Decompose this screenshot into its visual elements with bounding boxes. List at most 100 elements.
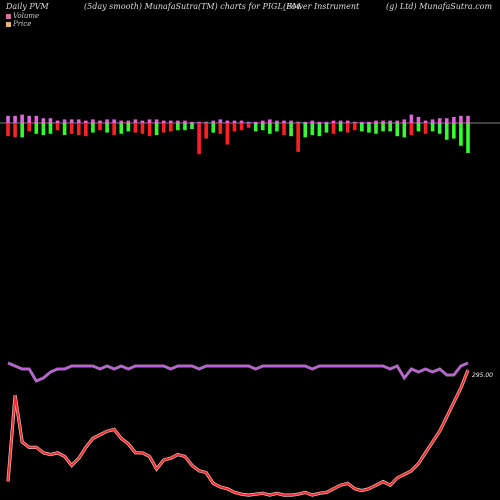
- volume-bar: [437, 123, 442, 134]
- volume-bar: [84, 123, 88, 137]
- volume-bar: [423, 123, 428, 134]
- volume-bar: [218, 123, 223, 134]
- volume-bar: [260, 123, 265, 131]
- volume-bar: [253, 123, 258, 132]
- legend-volume-swatch: [6, 13, 11, 19]
- volume-bar-upper: [197, 121, 201, 123]
- volume-bar-upper: [154, 119, 159, 123]
- volume-bar-upper: [367, 121, 371, 123]
- volume-bar-upper: [147, 119, 152, 123]
- volume-bar-upper: [459, 115, 463, 123]
- volume-bar-upper: [303, 121, 308, 123]
- volume-bar-upper: [317, 121, 322, 123]
- volume-bar: [154, 123, 159, 135]
- volume-bar: [190, 123, 194, 129]
- volume-bar: [444, 123, 449, 140]
- volume-bar-upper: [437, 118, 442, 123]
- volume-bar-upper: [331, 120, 336, 123]
- volume-bar: [374, 123, 378, 134]
- volume-bar-upper: [55, 120, 60, 123]
- volume-bar: [204, 123, 208, 139]
- volume-bar-upper: [183, 120, 187, 123]
- volume-bar: [416, 123, 421, 132]
- volume-bar: [331, 123, 336, 134]
- volume-bar-upper: [430, 119, 435, 123]
- volume-bar-upper: [253, 121, 258, 123]
- volume-bar: [91, 123, 95, 133]
- volume-bar-upper: [374, 120, 378, 123]
- volume-bar: [296, 123, 300, 152]
- volume-bar-upper: [41, 118, 46, 123]
- volume-bar: [338, 123, 343, 132]
- volume-bar-upper: [62, 119, 67, 123]
- volume-bar-upper: [310, 120, 315, 123]
- volume-bar: [381, 123, 385, 132]
- volume-bar: [176, 123, 180, 131]
- volume-bar: [27, 123, 32, 132]
- volume-bar-upper: [444, 118, 449, 123]
- volume-bar-upper: [232, 120, 237, 123]
- legend-price-swatch: [6, 21, 11, 27]
- volume-bar: [112, 123, 116, 135]
- volume-bar: [105, 123, 109, 133]
- volume-bar: [98, 123, 102, 131]
- volume-bar-upper: [452, 117, 456, 123]
- volume-bar-upper: [27, 115, 32, 123]
- volume-bar-upper: [13, 115, 17, 123]
- volume-bar-upper: [211, 120, 216, 123]
- volume-bar-upper: [119, 120, 124, 123]
- volume-bar-upper: [282, 120, 286, 123]
- volume-bar: [62, 123, 67, 135]
- volume-bar-upper: [352, 121, 357, 123]
- volume-bar: [133, 123, 138, 133]
- volume-bar-upper: [225, 120, 230, 123]
- volume-bar-upper: [388, 120, 392, 123]
- volume-bar-upper: [296, 121, 300, 123]
- volume-bar: [367, 123, 371, 133]
- legend-volume: Volume: [6, 12, 39, 20]
- legend-price: Price: [6, 20, 31, 28]
- volume-bar-upper: [140, 120, 145, 123]
- volume-bar-upper: [381, 120, 385, 123]
- volume-bar: [55, 123, 60, 131]
- volume-bar-upper: [409, 114, 414, 123]
- price-line: [7, 369, 469, 497]
- volume-bar-upper: [416, 117, 421, 123]
- volume-bar: [126, 123, 131, 132]
- legend-price-label: Price: [13, 20, 32, 28]
- volume-bar-upper: [466, 115, 470, 123]
- chart-title-right1: (Power Instrument: [283, 2, 360, 11]
- volume-bar: [168, 123, 173, 132]
- volume-bar-upper: [133, 119, 138, 123]
- volume-bar: [13, 123, 17, 138]
- volume-bar-upper: [91, 119, 95, 123]
- volume-bar-upper: [423, 120, 428, 123]
- volume-bar: [310, 123, 315, 135]
- volume-bar-upper: [168, 120, 173, 123]
- volume-bar-upper: [289, 120, 293, 123]
- volume-bar: [225, 123, 230, 145]
- volume-bar: [34, 123, 39, 134]
- volume-bar-upper: [268, 119, 272, 123]
- volume-bar-upper: [112, 119, 116, 123]
- volume-bar: [69, 123, 74, 134]
- volume-bar: [317, 123, 322, 137]
- volume-bar-upper: [20, 114, 24, 123]
- chart-title-left: Daily PVM: [6, 2, 49, 11]
- volume-bar: [6, 123, 10, 137]
- volume-bar-upper: [105, 119, 109, 123]
- volume-bar: [20, 123, 24, 138]
- volume-bar: [395, 123, 400, 137]
- volume-bar: [402, 123, 407, 138]
- volume-bar: [232, 123, 237, 132]
- volume-bar: [211, 123, 216, 133]
- volume-bar-upper: [360, 121, 364, 123]
- volume-bar-upper: [48, 118, 53, 123]
- volume-bar: [430, 123, 435, 132]
- volume-bar: [303, 123, 308, 138]
- volume-bar-upper: [338, 120, 343, 123]
- volume-bar: [289, 123, 293, 137]
- volume-bar-upper: [260, 120, 265, 123]
